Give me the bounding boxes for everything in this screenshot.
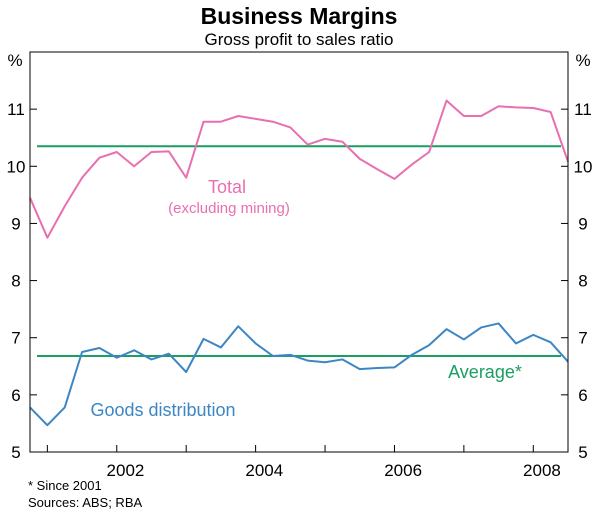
average-lines [37, 145, 561, 357]
total-series-label: Total [208, 177, 246, 197]
y-tick-label-left: 6 [11, 386, 20, 405]
y-tick-label-left: 5 [11, 443, 20, 462]
goods-series-label: Goods distribution [90, 400, 235, 420]
y-tick-label-right: 10 [574, 157, 593, 176]
source-note: Sources: ABS; RBA [28, 495, 142, 510]
y-unit-left: % [7, 51, 22, 70]
series-layer [29, 99, 569, 427]
y-tick-label-left: 7 [11, 329, 20, 348]
goods-distribution-series-line [29, 322, 569, 427]
y-tick-label-left: 8 [11, 272, 20, 291]
y-tick-label-right: 11 [574, 100, 592, 119]
y-tick-label-right: 6 [578, 386, 587, 405]
y-unit-right: % [575, 51, 590, 70]
chart-title: Business Margins [201, 3, 398, 29]
plot-frame [29, 51, 569, 453]
y-tick-label-left: 10 [7, 157, 26, 176]
chart-subtitle: Gross profit to sales ratio [205, 30, 394, 49]
x-tick-label: 2008 [523, 461, 561, 480]
y-tick-label-right: 8 [578, 272, 587, 291]
y-tick-label-right: 7 [578, 329, 587, 348]
y-tick-label-left: 9 [11, 214, 20, 233]
x-axis-ticks: 2002 2004 2006 2008 [46, 445, 561, 480]
total-series-line [29, 99, 569, 239]
y-tick-label-right: 9 [578, 214, 587, 233]
x-tick-label: 2004 [245, 461, 283, 480]
x-tick-label: 2002 [107, 461, 145, 480]
x-tick-label: 2006 [384, 461, 422, 480]
total-series-sublabel: (excluding mining) [168, 200, 290, 217]
footnote: * Since 2001 [28, 478, 102, 493]
y-tick-label-left: 11 [7, 100, 25, 119]
y-tick-label-right: 5 [578, 443, 587, 462]
average-label: Average* [448, 362, 522, 382]
y-axis-ticks: 5 5 6 6 7 7 8 8 9 9 10 10 11 11 [7, 100, 593, 462]
